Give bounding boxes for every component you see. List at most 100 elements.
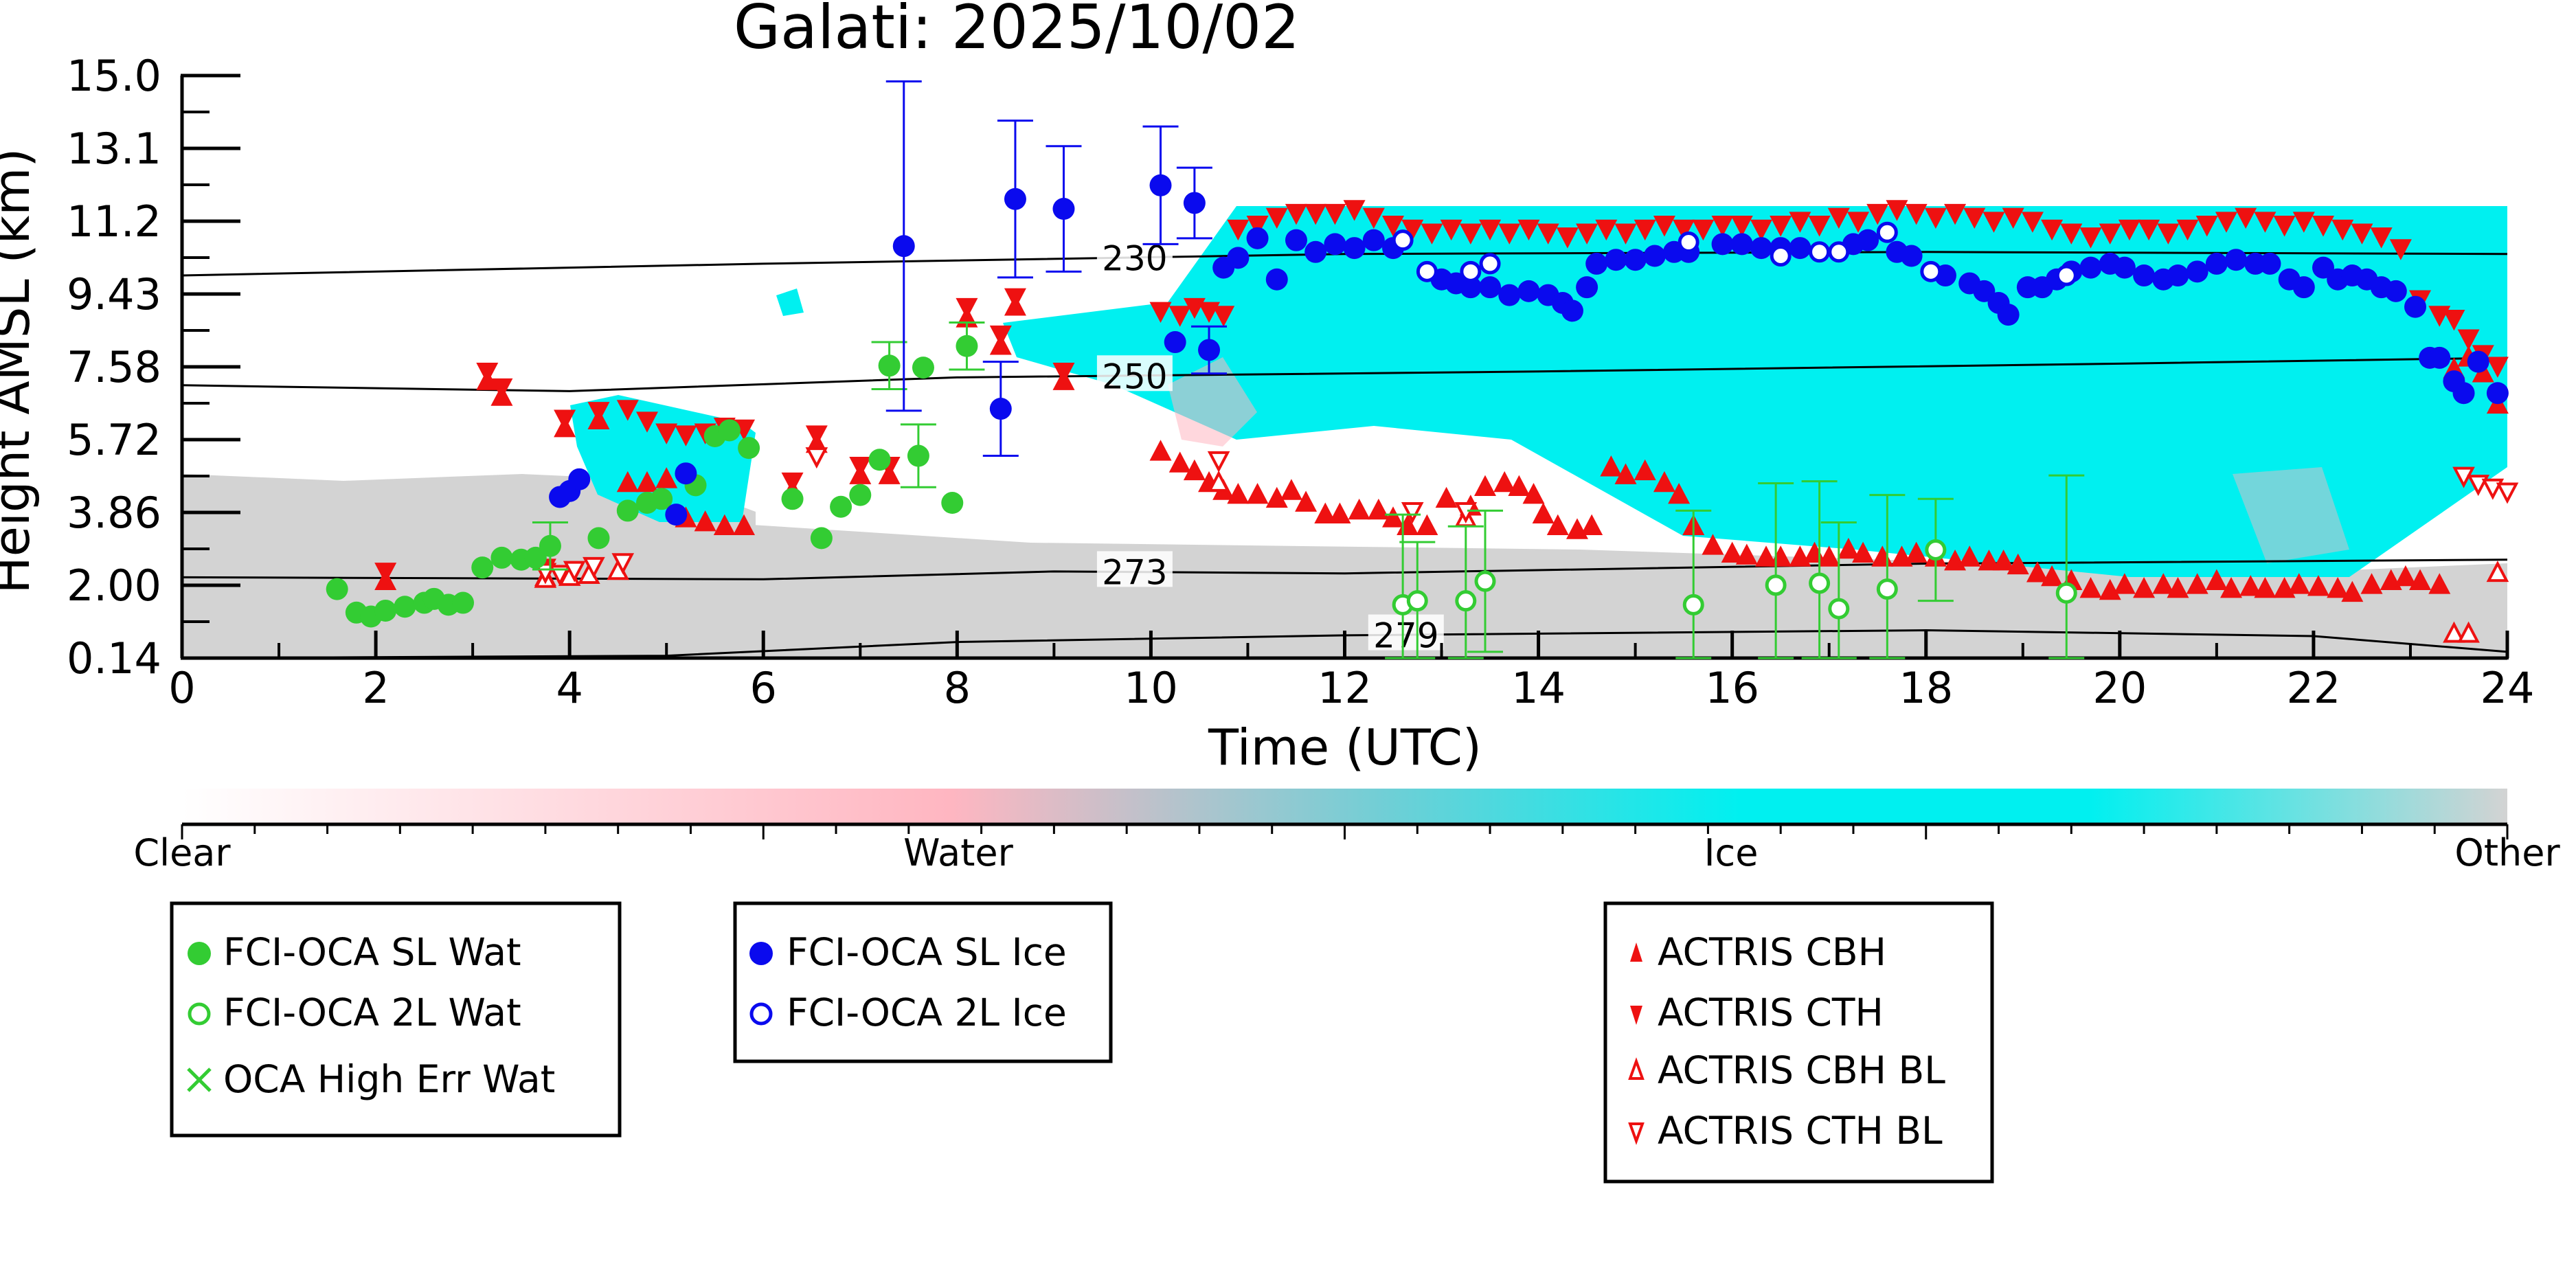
fci-oca-2l-wat-point [2055, 582, 2077, 604]
actris-cbh-point [2099, 578, 2121, 600]
actris-cth-point [1847, 212, 1870, 233]
actris-cth-point [1673, 219, 1695, 241]
actris-cbh-point [1755, 545, 1778, 567]
fci-oca-sl-wat-point [587, 527, 610, 550]
fci-oca-sl-ice-point [1789, 237, 1811, 260]
fci-oca-sl-ice-point [2384, 280, 2407, 302]
actris-cth-point [1149, 302, 1172, 323]
actris-cth-bl-point [563, 561, 586, 583]
actris-cth-point [1595, 219, 1618, 241]
water-streaks-2 [2233, 467, 2349, 563]
fci-oca-2l-ice-point [1479, 253, 1501, 275]
x-tick-label: 16 [1705, 663, 1759, 713]
y-tick-label: 7.58 [67, 342, 161, 392]
actris-cth-point [2273, 216, 2296, 237]
actris-cth-point [2157, 223, 2180, 245]
legend-high-err-label: OCA High Err Wat [223, 1057, 555, 1101]
actris-cbh-point [1522, 483, 1545, 504]
ice-blob-left [776, 289, 804, 316]
fci-oca-sl-wat-point [326, 578, 348, 600]
fci-oca-2l-ice-point [1677, 231, 1699, 253]
actris-cth-point [1362, 207, 1385, 229]
fci-oca-sl-ice-point [1711, 233, 1734, 256]
actris-cth-point [1459, 223, 1482, 245]
fci-oca-sl-ice-point [2186, 260, 2208, 283]
actris-cbh-point [1416, 514, 1438, 536]
water-streaks [1168, 357, 1257, 447]
x-tick-label: 18 [1899, 663, 1953, 713]
y-tick-label: 0.14 [67, 633, 161, 683]
x-tick-label: 8 [944, 663, 971, 713]
fci-oca-sl-wat-point [471, 556, 494, 579]
fci-oca-sl-wat-point [651, 488, 673, 510]
colorbar-ticks [181, 824, 2509, 839]
fci-oca-sl-wat-point [539, 534, 561, 557]
fci-oca-sl-wat-point [907, 444, 929, 467]
fci-oca-2l-ice-point [1920, 260, 1942, 282]
fci-oca-sl-ice-point [1183, 192, 1206, 214]
fci-oca-sl-ice-point [675, 462, 697, 485]
actris-cbh-point [694, 510, 716, 532]
actris-cbh-point [2113, 573, 2136, 594]
actris-cbh-point [1668, 483, 1691, 504]
actris-cbh-point [2007, 553, 2029, 575]
actris-cth-point [1750, 219, 1772, 241]
actris-cth-point [1556, 227, 1579, 249]
fci-oca-sl-ice-point [1730, 233, 1753, 256]
chart-title: Galati: 2025/10/02 [734, 0, 1300, 63]
x-tick-label: 0 [168, 663, 195, 713]
actris-cbh-point [1653, 471, 1675, 493]
actris-cbh-point [1546, 514, 1569, 536]
actris-cth-point [2002, 207, 2024, 229]
actris-cth-point [1634, 219, 1656, 241]
actris-cth-point [476, 363, 499, 384]
actris-cth-point [849, 457, 872, 478]
fci-oca-sl-ice-point [1246, 227, 1269, 249]
y-axis-label: Height AMSL (km) [0, 148, 41, 594]
x-tick-label: 14 [1511, 663, 1566, 713]
x-tick-label: 2 [362, 663, 389, 713]
actris-cbh-point [1183, 459, 1206, 481]
actris-cth-point [1212, 306, 1235, 327]
x-tick-label: 24 [2481, 663, 2535, 713]
fci-oca-sl-ice-point [1164, 331, 1186, 354]
actris-cbh-bl-point [1207, 470, 1230, 492]
fci-oca-sl-ice-point [1576, 276, 1598, 299]
actris-cth-point [2351, 223, 2373, 245]
actris-cbh-point [2360, 573, 2383, 594]
actris-cbh-point [1474, 475, 1497, 496]
actris-cth-point [2312, 216, 2335, 237]
actris-cth-point [989, 325, 1012, 347]
actris-cbh-point [2079, 576, 2102, 598]
actris-cth-point [1653, 216, 1675, 237]
fci-oca-sl-wat-point [810, 527, 833, 550]
cloud-retrievals [326, 80, 2519, 659]
legend-cbh-bl-label: ACTRIS CBH BL [1658, 1048, 1945, 1092]
actris-cbh-point [1314, 502, 1337, 523]
legend-high-err-marker [187, 1067, 212, 1092]
other-cloud-region-left [182, 474, 756, 658]
actris-cbh-point [1149, 440, 1172, 461]
fci-oca-sl-ice-point [2205, 252, 2228, 275]
actris-cth-point [1963, 207, 1986, 229]
actris-cth-point [554, 409, 576, 431]
actris-cth-point [1692, 219, 1715, 241]
actris-cth-bl-point [583, 556, 605, 578]
fci-oca-sl-ice-point [1585, 252, 1608, 275]
actris-cbh-point [2026, 561, 2048, 583]
fci-oca-sl-ice-point [1624, 249, 1647, 271]
fci-oca-sl-ice-point [2428, 346, 2451, 369]
fci-oca-sl-ice-point [1900, 245, 1923, 267]
legend-cbh-label: ACTRIS CBH [1658, 930, 1886, 974]
fci-oca-sl-wat-point [738, 437, 760, 460]
actris-cbh-point [2152, 573, 2175, 594]
legend-2l-wat-label: FCI-OCA 2L Wat [223, 991, 521, 1035]
actris-cth-point [2118, 219, 2140, 241]
fci-oca-2l-wat-point [1828, 598, 1850, 620]
fci-oca-sl-ice-point [1227, 247, 1250, 269]
legend-sl-ice-label: FCI-OCA SL Ice [787, 930, 1067, 974]
legend-actris-box [1603, 901, 1994, 1184]
contour-label-bg [1096, 355, 1173, 392]
actris-cbh-point [1265, 486, 1288, 508]
actris-cbh-point [2307, 575, 2329, 596]
